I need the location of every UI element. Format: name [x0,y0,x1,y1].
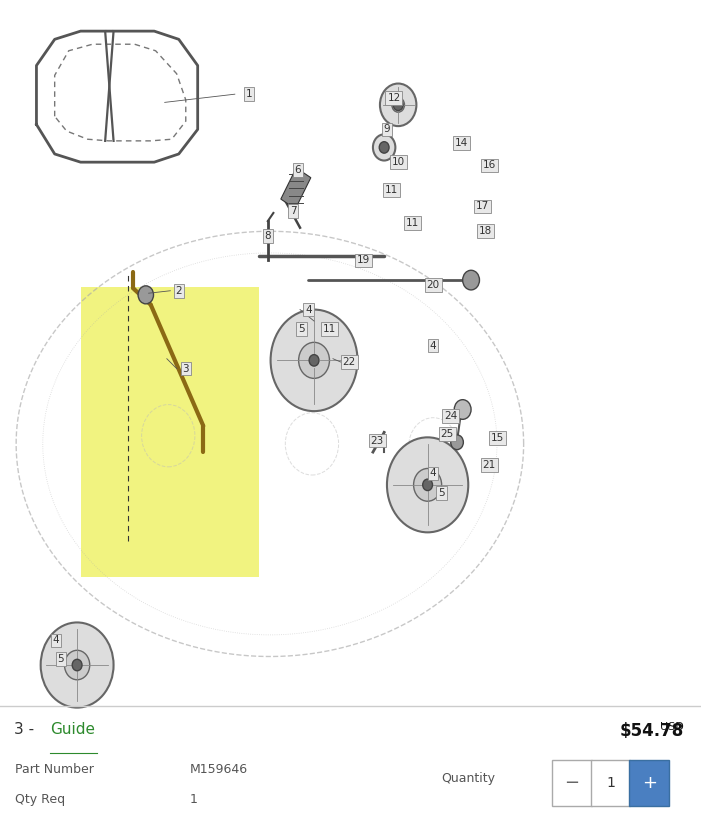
Text: 1: 1 [606,776,615,790]
Text: 14: 14 [455,138,468,148]
Text: 10: 10 [392,157,404,167]
Text: 8: 8 [264,231,271,241]
Text: 11: 11 [385,185,397,195]
Text: 11: 11 [323,324,336,334]
Text: 4: 4 [305,305,312,314]
Text: 19: 19 [357,256,369,265]
Text: 23: 23 [371,436,383,446]
Text: 3 -: 3 - [14,722,39,737]
Text: Qty Req: Qty Req [15,793,66,806]
Circle shape [393,99,403,111]
Circle shape [271,310,358,411]
Circle shape [387,437,468,532]
Circle shape [41,622,114,708]
FancyBboxPatch shape [552,760,592,806]
Text: 24: 24 [444,411,457,421]
Circle shape [414,468,442,501]
Text: USD: USD [611,722,683,732]
Circle shape [451,435,463,450]
Text: 25: 25 [441,429,454,439]
Text: 17: 17 [476,201,489,211]
Text: 3: 3 [182,364,189,373]
Text: −: − [564,774,580,792]
Text: 18: 18 [479,226,492,236]
Text: 20: 20 [427,280,440,290]
Text: $54.78: $54.78 [619,722,683,740]
Text: 21: 21 [483,460,496,470]
Text: 1: 1 [245,89,252,99]
Text: 4: 4 [53,636,60,645]
Circle shape [392,97,404,112]
Text: 6: 6 [294,165,301,175]
Text: 5: 5 [438,488,445,498]
Text: Guide: Guide [50,722,95,737]
Text: M159646: M159646 [189,763,247,776]
Circle shape [72,659,82,671]
Text: 7: 7 [290,206,297,216]
Text: 15: 15 [491,433,504,443]
Text: Quantity: Quantity [442,771,496,785]
Circle shape [299,342,329,378]
Circle shape [64,650,90,680]
Text: 16: 16 [483,161,496,170]
Text: 1: 1 [189,793,197,806]
Circle shape [380,84,416,126]
FancyBboxPatch shape [629,760,669,806]
Text: Part Number: Part Number [15,763,95,776]
Text: 2: 2 [175,286,182,296]
Text: 5: 5 [57,654,64,664]
Circle shape [423,479,433,491]
Text: 4: 4 [430,341,437,351]
Text: 5: 5 [298,324,305,334]
Circle shape [138,286,154,304]
Text: 22: 22 [343,357,355,367]
Bar [281,168,311,209]
Circle shape [379,142,389,153]
FancyBboxPatch shape [591,760,630,806]
Circle shape [373,134,395,161]
Circle shape [454,400,471,419]
Text: +: + [641,774,657,792]
Circle shape [309,355,319,366]
Bar [81,287,259,577]
Text: 12: 12 [388,93,400,103]
Text: 4: 4 [430,468,437,478]
Text: 9: 9 [383,124,390,134]
Bar [0,0,701,706]
Text: 11: 11 [406,218,418,228]
Circle shape [463,270,479,290]
